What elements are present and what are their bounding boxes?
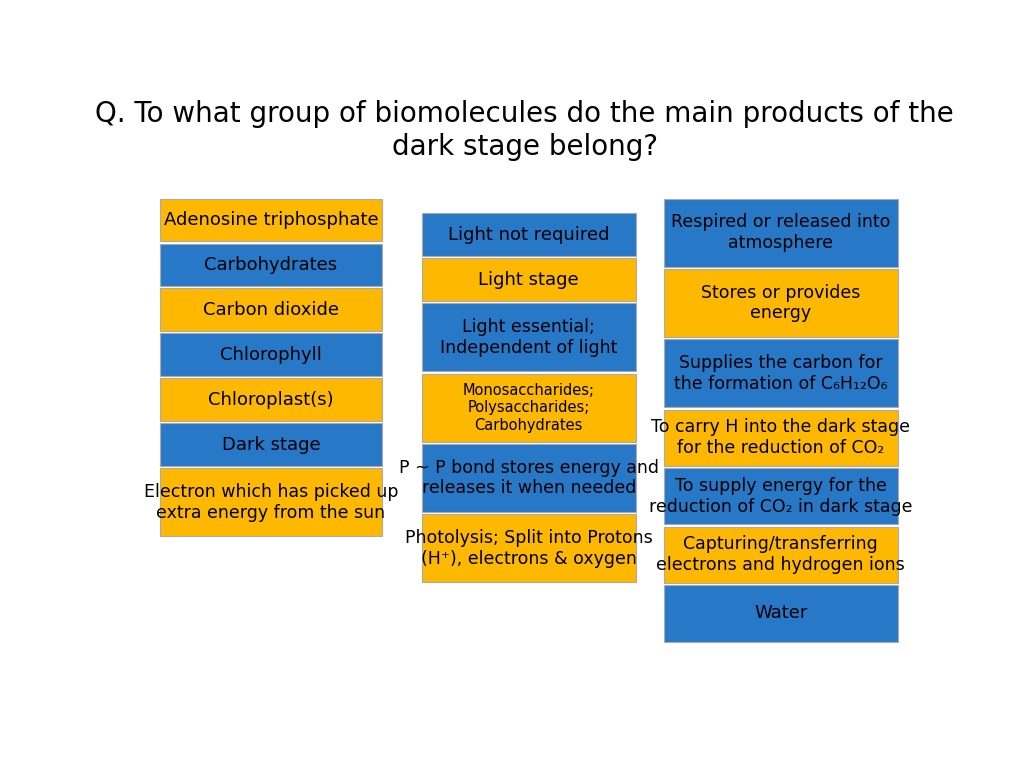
FancyBboxPatch shape — [160, 243, 382, 286]
Text: Photolysis; Split into Protons
(H⁺), electrons & oxygen: Photolysis; Split into Protons (H⁺), ele… — [404, 529, 652, 568]
FancyBboxPatch shape — [160, 333, 382, 376]
Text: Light stage: Light stage — [478, 270, 580, 289]
FancyBboxPatch shape — [664, 468, 898, 525]
FancyBboxPatch shape — [422, 214, 636, 256]
FancyBboxPatch shape — [160, 289, 382, 331]
FancyBboxPatch shape — [664, 585, 898, 641]
FancyBboxPatch shape — [422, 444, 636, 512]
FancyBboxPatch shape — [422, 303, 636, 371]
Text: Q. To what group of biomolecules do the main products of the
dark stage belong?: Q. To what group of biomolecules do the … — [95, 101, 954, 161]
Text: Supplies the carbon for
the formation of C₆H₁₂O₆: Supplies the carbon for the formation of… — [674, 354, 888, 392]
FancyBboxPatch shape — [664, 269, 898, 337]
FancyBboxPatch shape — [422, 374, 636, 442]
Text: Chlorophyll: Chlorophyll — [220, 346, 322, 364]
Text: Carbon dioxide: Carbon dioxide — [203, 301, 339, 319]
Text: Light essential;
Independent of light: Light essential; Independent of light — [440, 318, 617, 356]
FancyBboxPatch shape — [664, 199, 898, 266]
FancyBboxPatch shape — [664, 409, 898, 466]
Text: Electron which has picked up
extra energy from the sun: Electron which has picked up extra energ… — [143, 483, 398, 521]
FancyBboxPatch shape — [422, 515, 636, 582]
Text: Respired or released into
atmosphere: Respired or released into atmosphere — [671, 214, 891, 252]
Text: Chloroplast(s): Chloroplast(s) — [208, 391, 334, 409]
FancyBboxPatch shape — [160, 423, 382, 466]
Text: Capturing/transferring
electrons and hydrogen ions: Capturing/transferring electrons and hyd… — [656, 535, 905, 574]
Text: To carry H into the dark stage
for the reduction of CO₂: To carry H into the dark stage for the r… — [651, 419, 910, 457]
Text: Adenosine triphosphate: Adenosine triphosphate — [164, 211, 378, 229]
FancyBboxPatch shape — [664, 339, 898, 407]
FancyBboxPatch shape — [160, 199, 382, 241]
Text: P ~ P bond stores energy and
releases it when needed: P ~ P bond stores energy and releases it… — [398, 458, 658, 498]
Text: Stores or provides
energy: Stores or provides energy — [701, 283, 860, 323]
Text: Light not required: Light not required — [449, 226, 609, 243]
Text: Water: Water — [754, 604, 807, 622]
Text: Monosaccharides;
Polysaccharides;
Carbohydrates: Monosaccharides; Polysaccharides; Carboh… — [463, 382, 595, 432]
Text: To supply energy for the
reduction of CO₂ in dark stage: To supply energy for the reduction of CO… — [649, 477, 912, 516]
Text: Carbohydrates: Carbohydrates — [204, 256, 338, 274]
FancyBboxPatch shape — [160, 379, 382, 421]
FancyBboxPatch shape — [422, 258, 636, 301]
FancyBboxPatch shape — [160, 468, 382, 536]
FancyBboxPatch shape — [664, 527, 898, 583]
Text: Dark stage: Dark stage — [221, 435, 321, 454]
